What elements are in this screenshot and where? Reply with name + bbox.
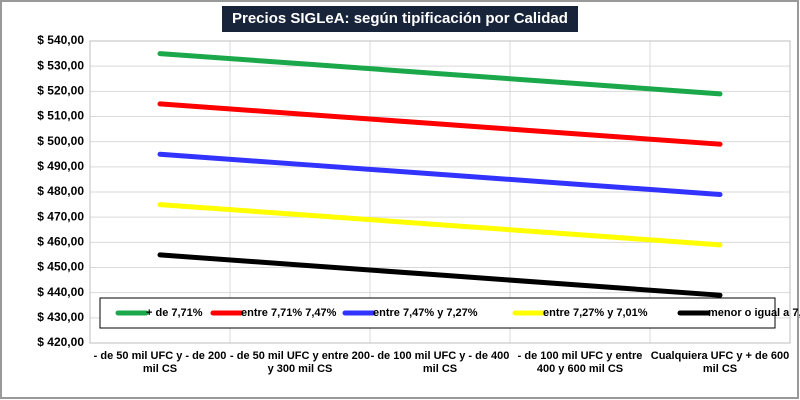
- legend-label: menor o igual a 7,01%: [708, 307, 800, 319]
- legend-label: + de 7,71%: [146, 307, 203, 319]
- legend-label: entre 7,71% 7,47%: [241, 307, 337, 319]
- y-tick-label: $ 450,00: [37, 260, 84, 274]
- y-tick-label: $ 460,00: [37, 235, 84, 249]
- y-tick-label: $ 480,00: [37, 184, 84, 198]
- legend-label: entre 7,47% y 7,27%: [373, 307, 478, 319]
- line-series: [157, 252, 723, 298]
- x-tick-label: - de 100 mil UFC y entre 400 y 600 mil C…: [517, 350, 643, 375]
- y-tick-label: $ 420,00: [37, 335, 84, 349]
- chart-title: Precios SIGLeA: según tipificación por C…: [222, 6, 578, 32]
- y-tick-label: $ 510,00: [37, 109, 84, 123]
- y-tick-label: $ 540,00: [37, 33, 84, 47]
- x-tick-label: - de 50 mil UFC y - de 200 mil CS: [93, 350, 227, 375]
- legend-label: entre 7,27% y 7,01%: [543, 307, 648, 319]
- y-tick-label: $ 530,00: [37, 58, 84, 72]
- y-tick-label: $ 500,00: [37, 134, 84, 148]
- line-series: [157, 51, 723, 97]
- x-tick-label: - de 100 mil UFC y - de 400 mil CS: [370, 350, 510, 375]
- y-tick-label: $ 520,00: [37, 84, 84, 98]
- x-tick-label: - de 50 mil UFC y entre 200 y 300 mil CS: [230, 350, 370, 375]
- x-tick-label: Cualquiera UFC y + de 600 mil CS: [650, 350, 790, 375]
- line-series: [157, 101, 723, 147]
- plot-area: [89, 40, 791, 344]
- y-tick-label: $ 440,00: [37, 285, 84, 299]
- y-tick-label: $ 470,00: [37, 209, 84, 223]
- line-series: [157, 202, 723, 248]
- y-tick-label: $ 490,00: [37, 159, 84, 173]
- line-series: [157, 151, 723, 198]
- y-tick-label: $ 430,00: [37, 310, 84, 324]
